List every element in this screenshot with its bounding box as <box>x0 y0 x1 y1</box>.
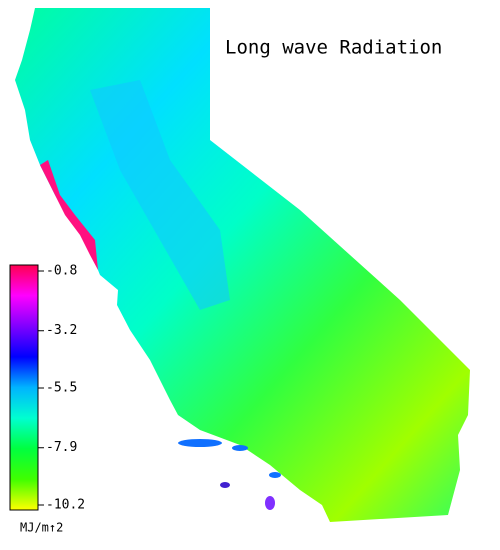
colorbar-tick-label: -10.2 <box>46 498 85 513</box>
colorbar-tick-label: -0.8 <box>46 264 77 279</box>
colorbar-tick-label: -7.9 <box>46 440 77 455</box>
central-valley <box>90 80 230 310</box>
california <box>15 8 470 522</box>
colorbar-tick-label: -3.2 <box>46 323 77 338</box>
colorbar-unit: MJ/m↑2 <box>20 521 63 535</box>
colorbar-tick-label: -5.5 <box>46 381 77 396</box>
islands <box>178 439 281 510</box>
colorbar <box>9 264 39 511</box>
coast-hot <box>40 160 98 270</box>
title: Long wave Radiation <box>225 37 442 59</box>
